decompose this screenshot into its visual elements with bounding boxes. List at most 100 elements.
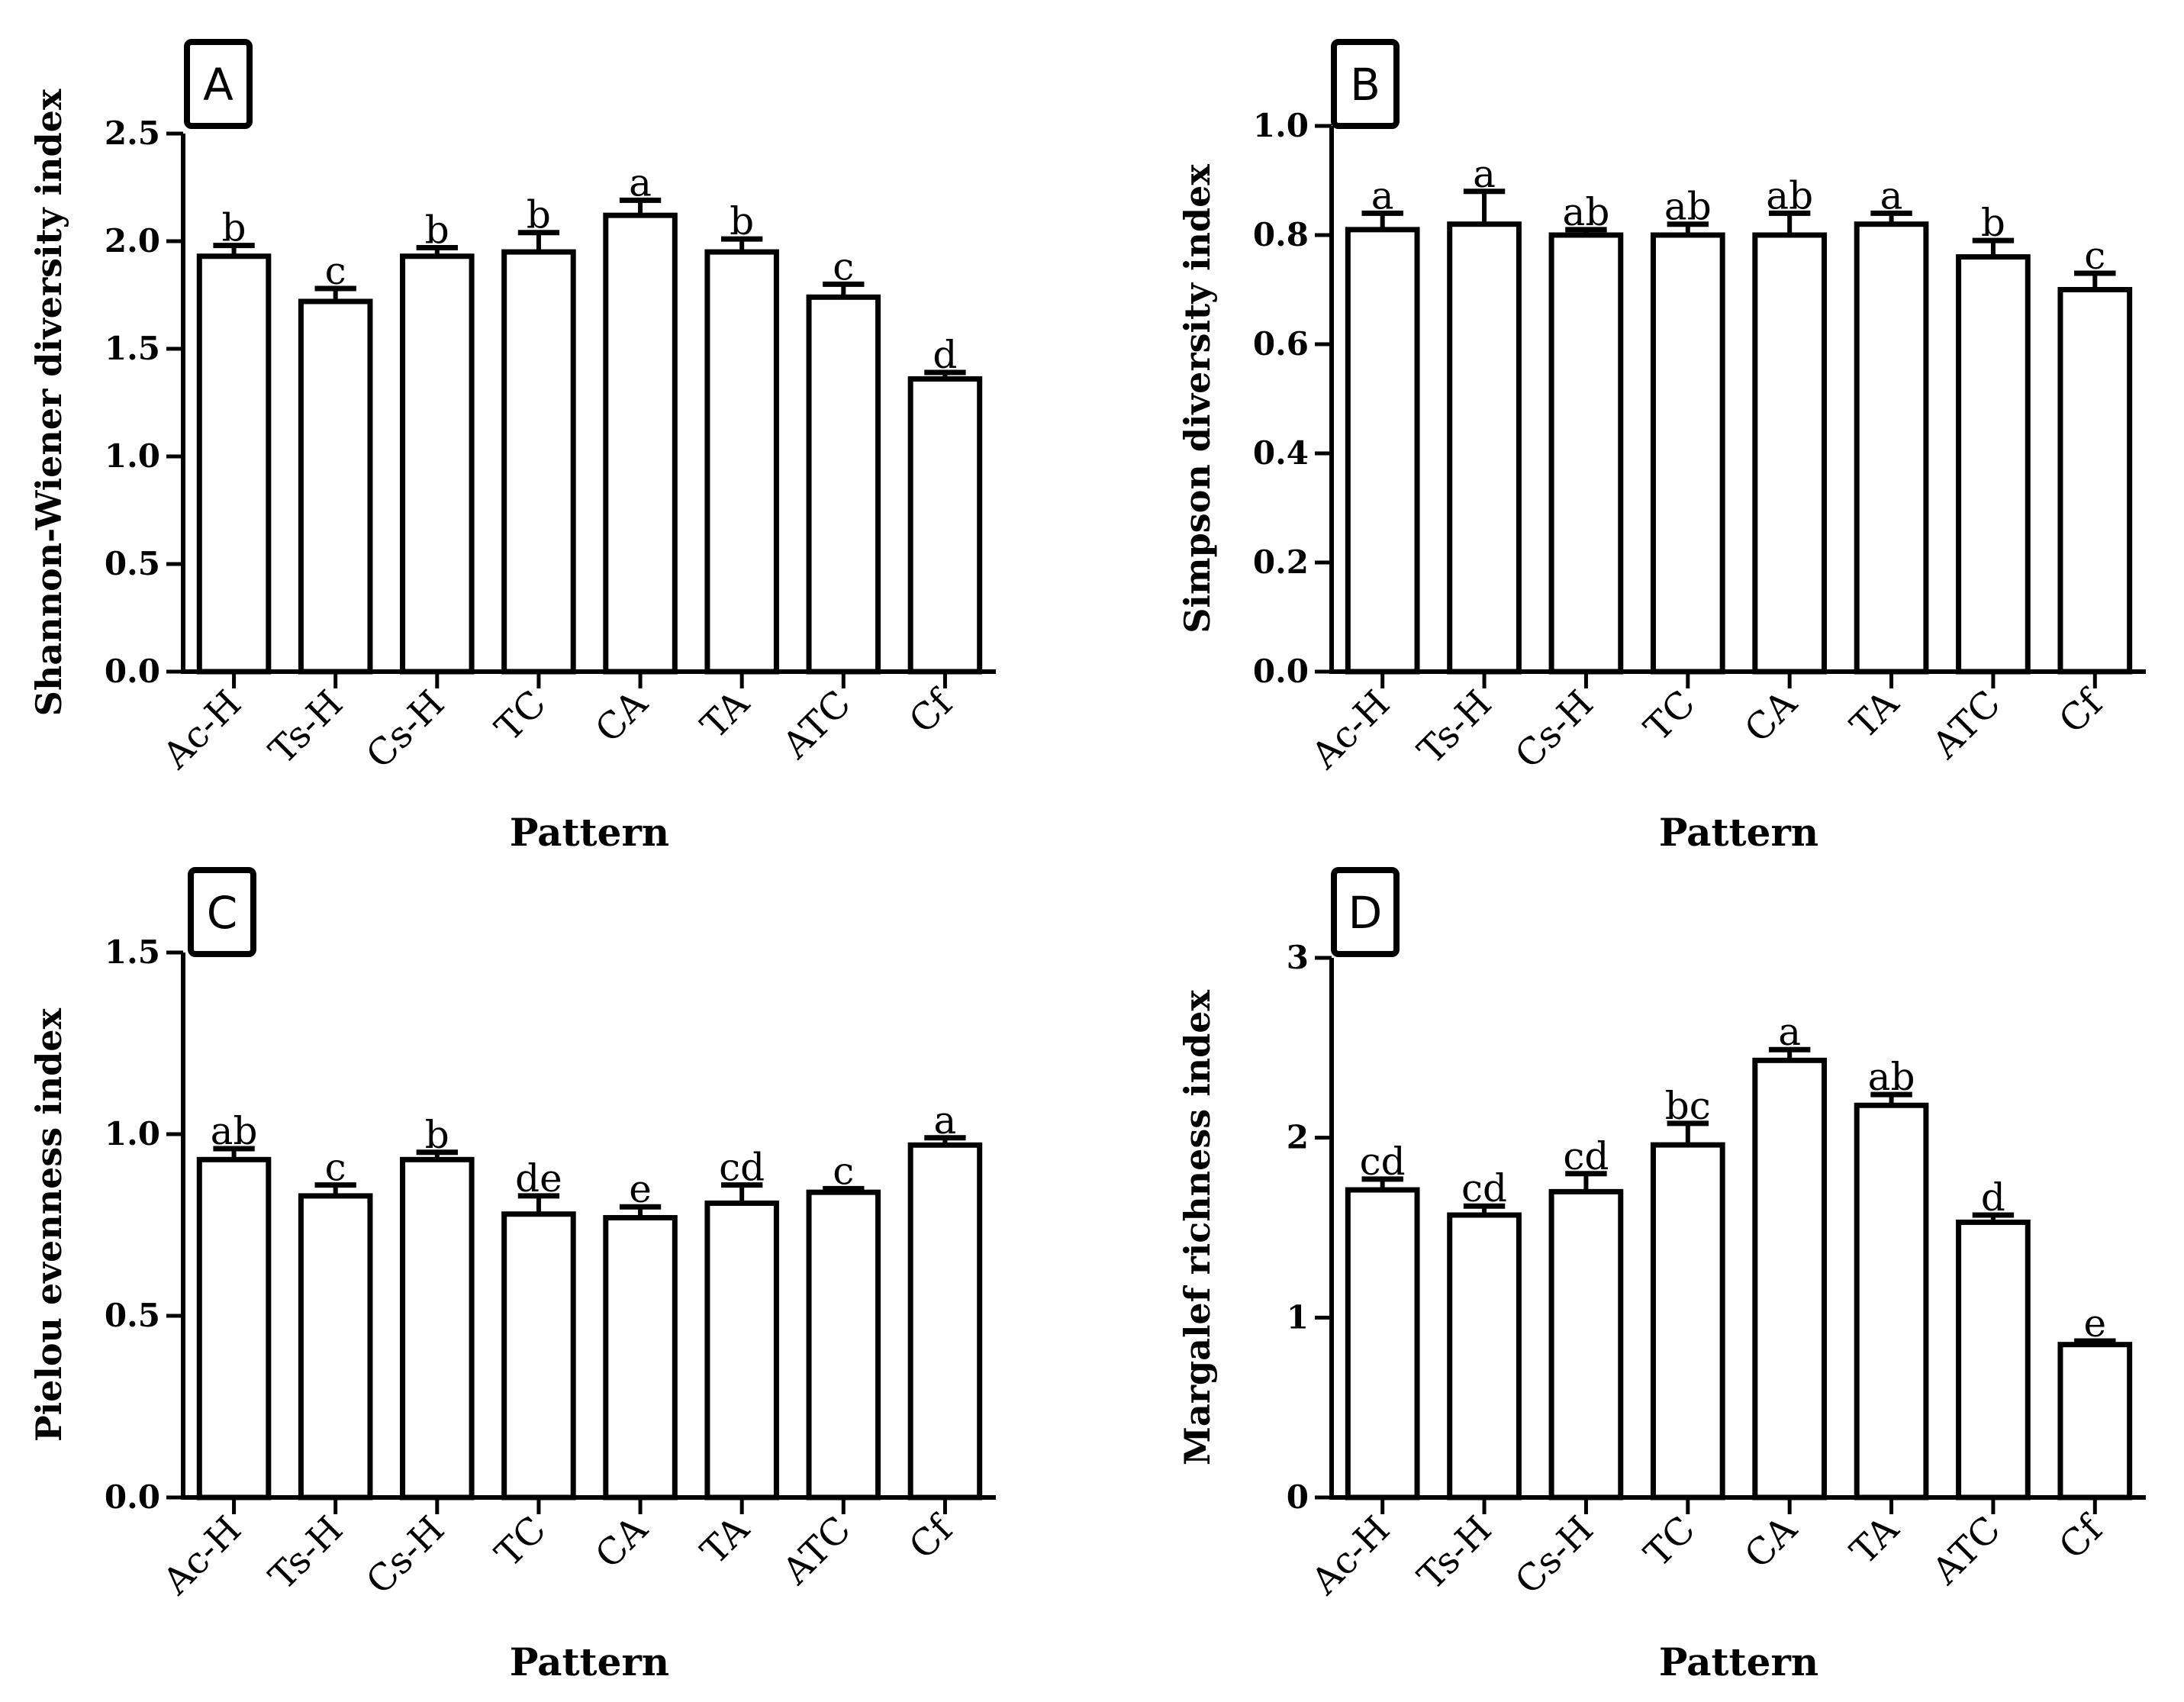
x-tick-label: Ac-H (1303, 682, 1398, 778)
x-tick-label: CA (1737, 682, 1806, 751)
significance-letter: a (1880, 173, 1903, 218)
bar-ca (1752, 232, 1828, 675)
significance-letter: a (629, 160, 652, 205)
x-tick-label: Ts-H (261, 682, 351, 772)
panel-a: 0.0 0.5 1.0 1.5 2.0 2.5 Ac-H b Ts-H c Cs-H b TC b CA a T… (28, 39, 996, 855)
panel-label: C (207, 887, 238, 939)
panel-label-box (188, 867, 256, 957)
significance-letter: b (425, 1113, 449, 1157)
panel-b: 0.00.20.40.60.81.0Ac-HaTs-HaCs-HabTCabCA… (1177, 39, 2146, 855)
significance-letter: c (325, 249, 346, 293)
x-tick-label: Cs-H (1507, 682, 1602, 777)
x-tick-label: TC (1636, 1508, 1703, 1575)
bar-cs-h (1548, 232, 1624, 675)
bar-cs-h (1548, 1188, 1624, 1501)
bar-cs-h (400, 253, 475, 675)
x-tick-label: CA (1737, 1507, 1806, 1577)
x-tick-label: Ts-H (1409, 1508, 1499, 1598)
x-tick-label: Cf (2051, 681, 2112, 742)
x-tick-label: Ts-H (261, 1508, 351, 1598)
y-tick-label: 0.0 (105, 1478, 160, 1516)
bar-cf (2057, 287, 2133, 675)
x-axis-label: Pattern (1659, 810, 1818, 855)
bar-atc (1956, 254, 2031, 675)
x-axis-label: Pattern (510, 810, 669, 855)
significance-letter: b (730, 199, 754, 243)
x-tick-label: TC (1636, 682, 1703, 749)
significance-letter: cd (1461, 1166, 1507, 1210)
panel-label: D (1348, 887, 1383, 939)
y-tick-label: 2.5 (105, 114, 160, 152)
x-tick-label: TC (487, 682, 554, 749)
y-tick-label: 0.5 (105, 545, 160, 582)
bar-atc (806, 294, 881, 675)
x-tick-label: Cs-H (358, 1508, 453, 1603)
bar-cf (2057, 1342, 2133, 1501)
x-tick-label: Ts-H (1409, 682, 1499, 772)
significance-letter: ab (1868, 1055, 1915, 1099)
y-tick-label: 0.4 (1253, 434, 1309, 472)
y-tick-label: 0.0 (1253, 653, 1309, 690)
y-axis-label: Simpson diversity index (1177, 164, 1218, 633)
bar-atc (806, 1189, 881, 1501)
x-tick-label: CA (587, 682, 656, 751)
significance-letter: d (933, 333, 957, 377)
bar-cs-h (400, 1156, 475, 1501)
x-tick-label: TA (1842, 682, 1908, 747)
significance-letter: ab (1664, 185, 1712, 229)
y-tick-label: 1.5 (105, 330, 160, 367)
x-axis-label: Pattern (510, 1639, 669, 1684)
y-tick-label: 2.0 (105, 222, 160, 259)
significance-letter: c (325, 1146, 346, 1190)
x-axis-label: Pattern (1659, 1639, 1818, 1684)
significance-letter: b (527, 193, 551, 237)
bar-ts-h (298, 298, 373, 675)
bar-ac-h (196, 1156, 272, 1501)
significance-letter: e (629, 1167, 652, 1211)
significance-letter: a (1371, 173, 1394, 218)
panel-label: B (1350, 59, 1380, 111)
significance-letter: a (934, 1098, 957, 1143)
x-tick-label: ATC (1924, 1508, 2009, 1594)
y-tick-label: 1.0 (105, 1115, 160, 1152)
significance-letter: cd (719, 1146, 765, 1190)
bar-ac-h (1345, 1187, 1420, 1501)
significance-letter: b (1981, 201, 2005, 245)
bar-ac-h (1345, 227, 1420, 675)
x-tick-label: TA (693, 1507, 759, 1573)
bar-tc (501, 1211, 576, 1501)
significance-letter: ab (211, 1109, 258, 1153)
panel-label-box (1331, 39, 1400, 129)
bar-ca (1752, 1057, 1828, 1501)
x-tick-label: Cf (901, 681, 962, 742)
bar-ac-h (196, 253, 272, 675)
y-tick-label: 0.2 (1253, 543, 1309, 581)
bar-ta (704, 249, 779, 675)
x-tick-label: Cs-H (358, 682, 453, 777)
y-tick-label: 1 (1287, 1298, 1309, 1336)
significance-letter: cd (1360, 1140, 1406, 1184)
y-tick-label: 0.0 (105, 653, 160, 690)
significance-letter: a (1473, 152, 1496, 196)
significance-letter: a (1778, 1010, 1801, 1054)
bar-cf (907, 1142, 983, 1501)
panel-label-box (1331, 867, 1400, 957)
panel-d: 0 1 2 3 Ac-H cd Ts-H cd Cs-H cd TC bc CA a TA ab ATC d Cf e… (1177, 867, 2146, 1684)
panel-c: 0.0 0.5 1.0 1.5 Ac-H ab Ts-H c Cs-H b TC de CA e TA cd A… (28, 867, 996, 1684)
x-tick-label: CA (587, 1507, 656, 1577)
y-tick-label: 1.0 (1253, 107, 1309, 144)
bar-ts-h (1447, 221, 1522, 675)
y-tick-label: 1.0 (105, 437, 160, 475)
significance-letter: cd (1563, 1134, 1609, 1178)
panel-label: A (203, 59, 234, 111)
bar-tc (1650, 232, 1725, 675)
significance-letter: c (833, 1149, 854, 1193)
bar-ts-h (298, 1193, 373, 1501)
x-tick-label: ATC (774, 682, 859, 768)
y-axis-label: Shannon-Wiener diversity index (28, 89, 69, 716)
bar-ts-h (1447, 1212, 1522, 1501)
bar-ta (704, 1200, 779, 1501)
x-tick-label: Ac-H (154, 682, 250, 778)
